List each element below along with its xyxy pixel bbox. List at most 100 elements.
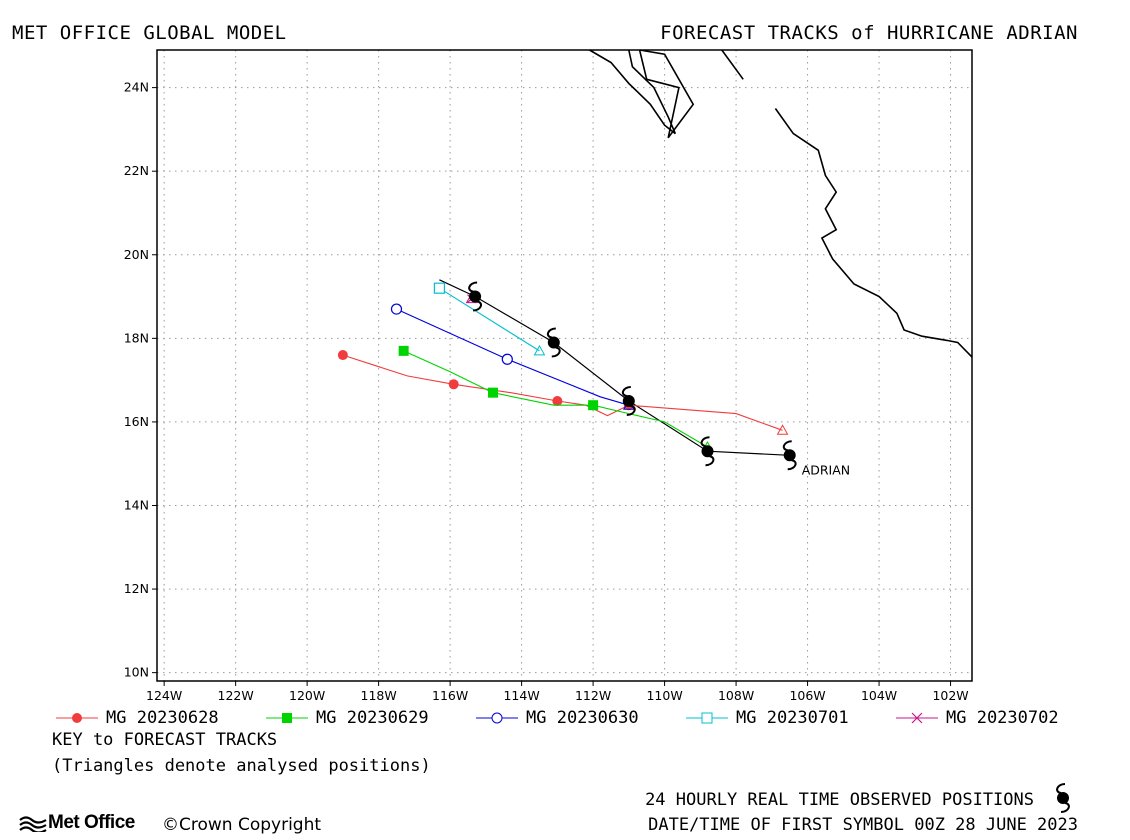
- y-tick-label: 20N: [124, 247, 149, 262]
- map-frame: [156, 49, 973, 682]
- legend-label: MG 20230629: [316, 708, 429, 728]
- hurricane-symbol-icon: [546, 327, 561, 358]
- track-mg-20230628: [337, 350, 789, 435]
- x-tick-label: 108W: [718, 688, 754, 703]
- legend-swatch-open-square: [686, 712, 728, 724]
- hurricane-eye: [547, 336, 560, 349]
- brand-name: Met Office: [48, 812, 135, 833]
- hurricane-arm: [787, 459, 797, 471]
- hurricane-arm: [468, 281, 478, 293]
- hurricane-arm: [705, 455, 715, 467]
- y-tick-label: 12N: [124, 581, 149, 596]
- forecast-track-line: [403, 350, 708, 448]
- y-tick-label: 18N: [124, 330, 149, 345]
- forecast-track-line: [396, 308, 629, 406]
- legend-swatch-cross: [896, 712, 938, 724]
- storm-name-label: ADRIAN: [802, 462, 850, 477]
- legend-swatch-filled-square: [266, 713, 308, 723]
- y-tick-label: 14N: [124, 497, 149, 512]
- legend-item-mg-20230701: MG 20230701: [686, 706, 849, 730]
- x-tick-label: 104W: [861, 688, 897, 703]
- legend-item-mg-20230628: MG 20230628: [56, 706, 219, 730]
- hurricane-arm: [551, 346, 561, 358]
- analysed-position-triangle: [776, 424, 789, 435]
- forecast-marker: [398, 345, 409, 356]
- x-tick-label: 116W: [432, 688, 468, 703]
- key-subtitle: (Triangles denote analysed positions): [52, 756, 431, 776]
- observed-track-line: [439, 279, 790, 456]
- y-tick-label: 22N: [124, 163, 149, 178]
- forecast-marker: [588, 400, 599, 411]
- track-mg-20230701: [433, 282, 546, 356]
- met-office-logo: Met Office: [18, 812, 135, 834]
- x-tick-label: 122W: [218, 688, 254, 703]
- coastline-layer: [589, 49, 973, 358]
- forecast-marker: [501, 353, 513, 365]
- x-tick-label: 112W: [575, 688, 611, 703]
- x-tick-label: 124W: [146, 688, 182, 703]
- x-tick-label: 114W: [503, 688, 539, 703]
- hurricane-eye: [622, 395, 635, 407]
- legend-item-mg-20230629: MG 20230629: [266, 706, 429, 730]
- hurricane-symbol-icon: [468, 281, 483, 312]
- legend-label: MG 20230702: [946, 708, 1059, 728]
- hurricane-symbol-icon: [621, 386, 636, 416]
- legend-swatch-filled-circle: [56, 713, 98, 723]
- observed-track-layer: [439, 279, 790, 456]
- axis-labels-layer: 124W 122W 120W 118W 116W 114W 112W 110W 108W 106W…: [124, 80, 969, 703]
- x-tick-label: 120W: [289, 688, 325, 703]
- hurricane-arm: [472, 300, 483, 312]
- observed-symbols-layer: [468, 281, 797, 471]
- analysed-position-triangle: [533, 344, 546, 356]
- hurricane-arm: [626, 405, 636, 416]
- legend-item-mg-20230702: MG 20230702: [896, 706, 1059, 730]
- hurricane-symbol-icon: [782, 440, 797, 471]
- x-tick-label: 118W: [361, 688, 397, 703]
- x-tick-label: 102W: [932, 688, 968, 703]
- forecast-marker: [488, 387, 499, 398]
- y-tick-label: 10N: [124, 665, 149, 680]
- hurricane-symbol-icon: [700, 436, 715, 467]
- coastline-segment: [589, 49, 677, 135]
- hurricane-eye: [469, 290, 482, 303]
- legend: MG 20230628 MG 20230629 MG 20230630 MG 2…: [50, 706, 1110, 730]
- key-title: KEY to FORECAST TRACKS: [52, 730, 278, 750]
- grid-layer: [157, 50, 972, 681]
- forecast-marker: [390, 303, 403, 315]
- copyright-notice: ©Crown Copyright: [162, 815, 321, 835]
- copyright-text: Crown Copyright: [179, 815, 322, 835]
- hurricane-symbol-icon: [1056, 783, 1070, 813]
- hurricane-eye: [701, 445, 714, 458]
- hurricane-arm: [782, 440, 792, 452]
- forecast-marker: [448, 379, 459, 390]
- met-office-wave-icon: [19, 816, 47, 832]
- hurricane-arm: [621, 386, 631, 397]
- hurricane-arm: [546, 327, 556, 339]
- first-symbol-date-label: DATE/TIME OF FIRST SYMBOL 00Z 28 JUNE 20…: [648, 815, 1078, 835]
- coastline-segment: [774, 108, 973, 358]
- forecast-marker: [337, 350, 348, 361]
- forecast-marker: [433, 282, 445, 294]
- hurricane-arm: [700, 436, 710, 448]
- forecast-tracks-layer: [337, 282, 789, 452]
- hurricane-eye: [783, 449, 796, 462]
- legend-label: MG 20230628: [106, 708, 219, 728]
- x-tick-label: 110W: [646, 688, 682, 703]
- legend-swatch-open-circle: [476, 712, 518, 724]
- y-tick-label: 16N: [124, 414, 149, 429]
- x-tick-label: 106W: [789, 688, 825, 703]
- legend-item-mg-20230630: MG 20230630: [476, 706, 639, 730]
- coastline-segment: [721, 49, 744, 80]
- observed-positions-label: 24 HOURLY REAL TIME OBSERVED POSITIONS: [645, 790, 1034, 810]
- legend-label: MG 20230630: [526, 708, 639, 728]
- header-left-title: MET OFFICE GLOBAL MODEL: [12, 22, 287, 44]
- forecast-track-line: [439, 287, 540, 352]
- copyright-icon: ©: [162, 815, 179, 835]
- forecast-track-line: [342, 354, 783, 431]
- legend-label: MG 20230701: [736, 708, 849, 728]
- y-tick-label: 24N: [124, 80, 149, 95]
- coastline-segment: [638, 49, 695, 139]
- header-right-title: FORECAST TRACKS of HURRICANE ADRIAN: [660, 22, 1078, 44]
- forecast-marker: [552, 396, 563, 407]
